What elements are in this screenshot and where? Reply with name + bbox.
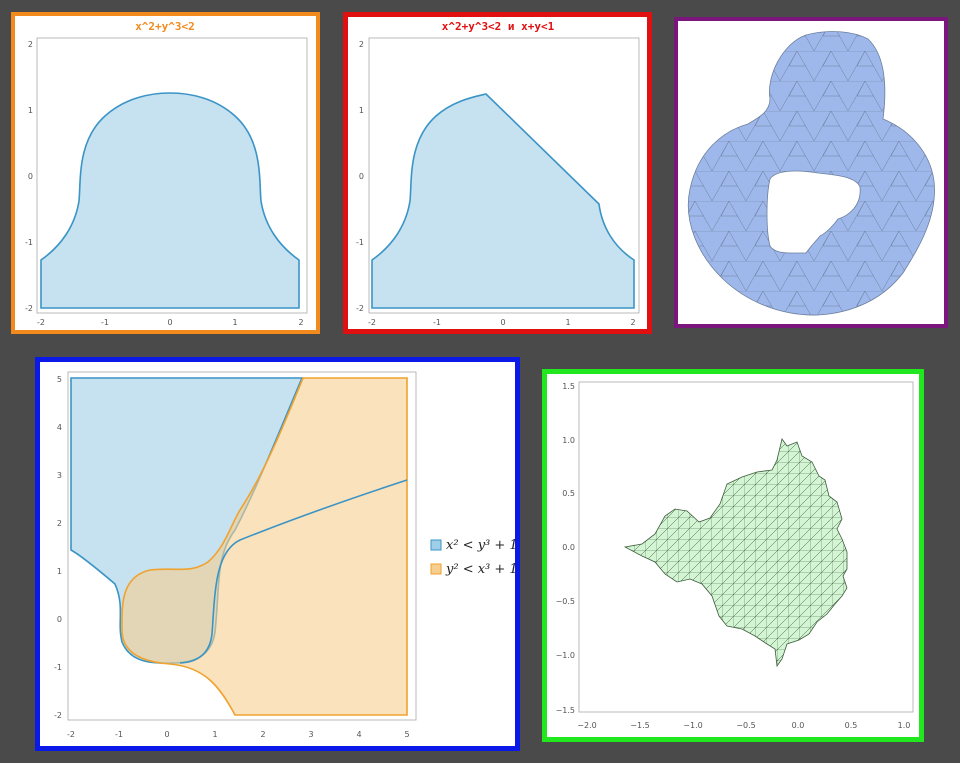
x-tick: 1 — [212, 730, 217, 739]
region-plot-2: x^2+y^3<2 и x+y<1 -2 -1 0 1 2 -2 -1 0 1 … — [356, 20, 640, 327]
x-axis-ticks: -2 -1 0 1 2 3 4 5 — [67, 730, 410, 739]
x-tick: 1 — [232, 318, 237, 327]
y-tick: 5 — [57, 375, 62, 384]
x-axis-ticks: −2.0 −1.5 −1.0 −0.5 0.0 0.5 1.0 — [577, 721, 910, 730]
region-plot-1: x^2+y^3<2 -2 -1 0 1 2 -2 -1 0 1 2 — [25, 20, 308, 327]
y-tick: 0 — [359, 172, 364, 181]
y-tick: 0.0 — [562, 543, 575, 552]
x-tick: 4 — [356, 730, 361, 739]
region-orange — [121, 377, 408, 716]
panel-region-2: x^2+y^3<2 и x+y<1 -2 -1 0 1 2 -2 -1 0 1 … — [343, 12, 652, 334]
x-axis-ticks: -2 -1 0 1 2 — [368, 318, 636, 327]
y-tick: 0.5 — [562, 489, 575, 498]
two-region-plot: -2 -1 0 1 2 3 4 5 -2 -1 0 1 2 3 4 5 x² <… — [54, 371, 515, 739]
plot-frame — [36, 37, 308, 314]
y-tick: -1 — [356, 238, 364, 247]
mesh-blob — [687, 31, 935, 316]
y-tick: -1 — [25, 238, 33, 247]
x-tick: 0.5 — [845, 721, 858, 730]
region-shape — [40, 92, 300, 309]
y-tick: −0.5 — [556, 597, 575, 606]
region-shape — [371, 93, 635, 309]
y-tick: -1 — [54, 663, 62, 672]
x-tick: 2 — [298, 318, 303, 327]
x-tick: 3 — [308, 730, 313, 739]
x-tick: -2 — [37, 318, 45, 327]
y-tick: -2 — [54, 711, 62, 720]
y-tick: -2 — [356, 304, 364, 313]
y-tick: 1.5 — [562, 382, 575, 391]
plot-frame — [67, 371, 417, 721]
plot-title: x^2+y^3<2 — [135, 20, 195, 33]
x-tick: -2 — [67, 730, 75, 739]
blob-mesh-lines — [688, 31, 935, 316]
y-tick: -2 — [25, 304, 33, 313]
x-axis-ticks: -2 -1 0 1 2 — [37, 318, 304, 327]
panel-two-regions: -2 -1 0 1 2 3 4 5 -2 -1 0 1 2 3 4 5 x² <… — [35, 357, 520, 751]
x-tick: 2 — [630, 318, 635, 327]
y-tick: 3 — [57, 471, 62, 480]
legend-swatch-blue — [430, 539, 442, 551]
plot-title: x^2+y^3<2 и x+y<1 — [442, 20, 555, 33]
y-axis-ticks: −1.5 −1.0 −0.5 0.0 0.5 1.0 1.5 — [556, 382, 575, 715]
x-tick: -1 — [115, 730, 123, 739]
x-tick: 5 — [404, 730, 409, 739]
x-tick: −1.5 — [630, 721, 649, 730]
x-tick: 0.0 — [792, 721, 805, 730]
y-tick: 4 — [57, 423, 62, 432]
y-tick: 2 — [359, 40, 364, 49]
plot-frame — [368, 37, 640, 314]
legend-label: y² < x³ + 1 — [445, 562, 515, 577]
panel-mandelbrot-mesh: −2.0 −1.5 −1.0 −0.5 0.0 0.5 1.0 −1.5 −1.… — [542, 369, 924, 742]
y-tick: 0 — [57, 615, 62, 624]
x-tick: −0.5 — [736, 721, 755, 730]
region-blue-boundary — [179, 479, 408, 664]
y-tick: 1 — [57, 567, 62, 576]
y-axis-ticks: -2 -1 0 1 2 — [356, 40, 364, 313]
y-axis-ticks: -2 -1 0 1 2 3 4 5 — [54, 375, 62, 720]
x-tick: 1 — [565, 318, 570, 327]
y-tick: 2 — [57, 519, 62, 528]
mandelbrot-mesh-lines — [625, 439, 847, 666]
panel-region-1: x^2+y^3<2 -2 -1 0 1 2 -2 -1 0 1 2 — [11, 12, 320, 334]
panel-mesh-blob — [674, 17, 948, 328]
x-tick: −1.0 — [683, 721, 702, 730]
legend-label: x² < y³ + 1 — [446, 538, 515, 553]
x-tick: -1 — [101, 318, 109, 327]
x-tick: 2 — [260, 730, 265, 739]
x-tick: −2.0 — [577, 721, 596, 730]
plot-frame — [578, 381, 914, 713]
y-axis-ticks: -2 -1 0 1 2 — [25, 40, 33, 313]
x-tick: 0 — [500, 318, 505, 327]
mandelbrot-plot: −2.0 −1.5 −1.0 −0.5 0.0 0.5 1.0 −1.5 −1.… — [556, 381, 914, 730]
x-tick: 0 — [164, 730, 169, 739]
y-tick: −1.0 — [556, 651, 575, 660]
legend-swatch-orange — [430, 563, 442, 575]
y-tick: −1.5 — [556, 706, 575, 715]
x-tick: -1 — [433, 318, 441, 327]
x-tick: 1.0 — [898, 721, 911, 730]
legend: x² < y³ + 1 y² < x³ + 1 — [430, 538, 515, 577]
y-tick: 2 — [28, 40, 33, 49]
y-tick: 1 — [359, 106, 364, 115]
x-tick: -2 — [368, 318, 376, 327]
x-tick: 0 — [167, 318, 172, 327]
y-tick: 1.0 — [562, 436, 575, 445]
y-tick: 0 — [28, 172, 33, 181]
y-tick: 1 — [28, 106, 33, 115]
